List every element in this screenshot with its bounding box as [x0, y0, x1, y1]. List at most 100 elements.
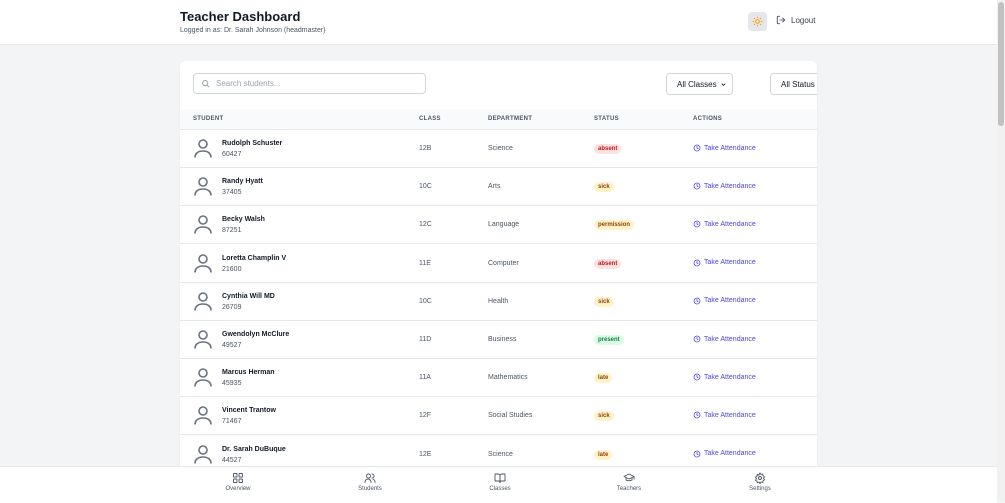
- status-badge: sick: [594, 411, 614, 422]
- header-actions: ACTIONS: [693, 116, 723, 122]
- student-id: 45935: [222, 380, 242, 388]
- status-filter-value: All Status: [781, 79, 815, 89]
- clock-icon: [693, 450, 701, 457]
- student-name: Vincent Trantow: [222, 407, 276, 415]
- take-attendance-label: Take Attendance: [704, 373, 756, 381]
- status-badge: sick: [594, 182, 614, 193]
- student-id: 49527: [222, 342, 242, 349]
- nav-label: Classes: [489, 486, 511, 492]
- class-filter-value: All Classes: [677, 79, 717, 89]
- avatar: [194, 368, 212, 389]
- header-department: DEPARTMENT: [488, 116, 533, 122]
- nav-classes[interactable]: Classes: [470, 472, 530, 492]
- table-row: Loretta Champlin V 21600 11E Computer absent…: [180, 244, 817, 283]
- user-avatar-icon: [194, 368, 212, 387]
- take-attendance-button[interactable]: Take Attendance: [693, 335, 756, 343]
- graduation-cap-icon: [623, 473, 635, 482]
- theme-toggle-button[interactable]: [748, 12, 767, 31]
- nav-overview[interactable]: Overview: [208, 472, 268, 492]
- student-class: 12C: [419, 221, 432, 229]
- table-row: Rudolph Schuster 60427 12B Science absent Tak…: [180, 129, 817, 168]
- search-box[interactable]: [193, 73, 426, 94]
- nav-settings[interactable]: Settings: [730, 472, 790, 492]
- take-attendance-label: Take Attendance: [704, 182, 756, 190]
- student-name: Cynthia Will MD: [222, 292, 275, 300]
- take-attendance-label: Take Attendance: [704, 220, 756, 228]
- table-row: Gwendolyn McClure 49527 11D Business present…: [180, 320, 817, 359]
- clock-icon: [693, 259, 701, 266]
- student-id: 26709: [222, 303, 242, 311]
- clock-icon: [693, 335, 701, 343]
- avatar: [194, 177, 212, 198]
- student-id: 71467: [222, 418, 242, 426]
- student-department: Language: [488, 221, 520, 229]
- student-name: Marcus Herman: [222, 369, 275, 377]
- user-avatar-icon: [194, 253, 212, 273]
- logged-in-text: Logged in as: Dr. Sarah Johnson (headmas…: [180, 27, 326, 34]
- sun-icon: [752, 16, 763, 27]
- student-class: 11E: [419, 259, 431, 267]
- avatar: [194, 253, 212, 275]
- header-class: CLASS: [419, 116, 441, 122]
- student-name: Dr. Sarah DuBuque: [222, 445, 286, 453]
- search-icon: [202, 80, 210, 88]
- take-attendance-button[interactable]: Take Attendance: [693, 259, 756, 267]
- take-attendance-button[interactable]: Take Attendance: [693, 297, 756, 305]
- student-name: Randy Hyatt: [222, 178, 263, 186]
- avatar: [194, 330, 212, 351]
- take-attendance-button[interactable]: Take Attendance: [693, 182, 756, 190]
- status-badge: permission: [594, 220, 635, 231]
- status-badge: late: [594, 373, 613, 384]
- take-attendance-button[interactable]: Take Attendance: [693, 220, 756, 228]
- scrollbar-thumb[interactable]: [998, 2, 1004, 126]
- header-student: STUDENT: [193, 116, 224, 122]
- take-attendance-button[interactable]: Take Attendance: [693, 450, 756, 458]
- take-attendance-label: Take Attendance: [704, 297, 756, 305]
- student-class: 10C: [419, 297, 432, 305]
- app-header: Teacher Dashboard Logged in as: Dr. Sara…: [0, 0, 997, 45]
- user-avatar-icon: [194, 406, 212, 425]
- book-icon: [494, 473, 506, 483]
- status-filter-select[interactable]: All Status: [770, 73, 817, 95]
- class-filter-select[interactable]: All Classes: [666, 73, 733, 95]
- user-avatar-icon: [194, 139, 212, 158]
- table-row: Marcus Herman 45935 11A Mathematics late Take…: [180, 358, 817, 398]
- student-id: 37405: [222, 189, 242, 197]
- nav-teachers[interactable]: Teachers: [599, 472, 659, 492]
- nav-label: Settings: [749, 486, 771, 492]
- clock-icon: [693, 373, 701, 381]
- bottom-nav: Overview Students Classes Teachers Setti…: [0, 466, 997, 503]
- take-attendance-button[interactable]: Take Attendance: [693, 144, 756, 152]
- status-badge: late: [594, 449, 613, 460]
- student-department: Science: [488, 450, 513, 458]
- header-status: STATUS: [594, 116, 619, 122]
- user-avatar-icon: [194, 444, 212, 464]
- user-avatar-icon: [194, 291, 212, 311]
- nav-students[interactable]: Students: [340, 472, 400, 492]
- status-badge: absent: [594, 258, 622, 269]
- avatar: [194, 139, 212, 160]
- student-department: Business: [488, 336, 517, 343]
- student-department: Mathematics: [488, 374, 528, 382]
- status-badge: present: [594, 335, 624, 345]
- grid-icon: [233, 473, 243, 483]
- student-name: Becky Walsh: [222, 216, 265, 224]
- nav-label: Teachers: [616, 486, 642, 492]
- student-class: 11D: [419, 336, 432, 343]
- take-attendance-button[interactable]: Take Attendance: [693, 411, 756, 419]
- clock-icon: [693, 297, 701, 305]
- student-id: 60427: [222, 151, 242, 158]
- gear-icon: [754, 472, 766, 484]
- logout-button[interactable]: Logout: [776, 15, 815, 25]
- student-class: 12E: [419, 450, 432, 458]
- student-id: 44527: [222, 456, 242, 464]
- take-attendance-button[interactable]: Take Attendance: [693, 373, 756, 381]
- table-row: Randy Hyatt 37405 10C Arts sick Take Attendan…: [180, 167, 817, 207]
- student-department: Arts: [488, 183, 501, 191]
- table-header: STUDENT CLASS DEPARTMENT STATUS ACTIONS: [180, 109, 817, 130]
- page-scrollbar[interactable]: [997, 0, 1005, 502]
- page-title: Teacher Dashboard: [180, 9, 301, 24]
- user-avatar-icon: [194, 215, 212, 234]
- student-id: 87251: [222, 227, 242, 235]
- search-input[interactable]: [214, 78, 418, 89]
